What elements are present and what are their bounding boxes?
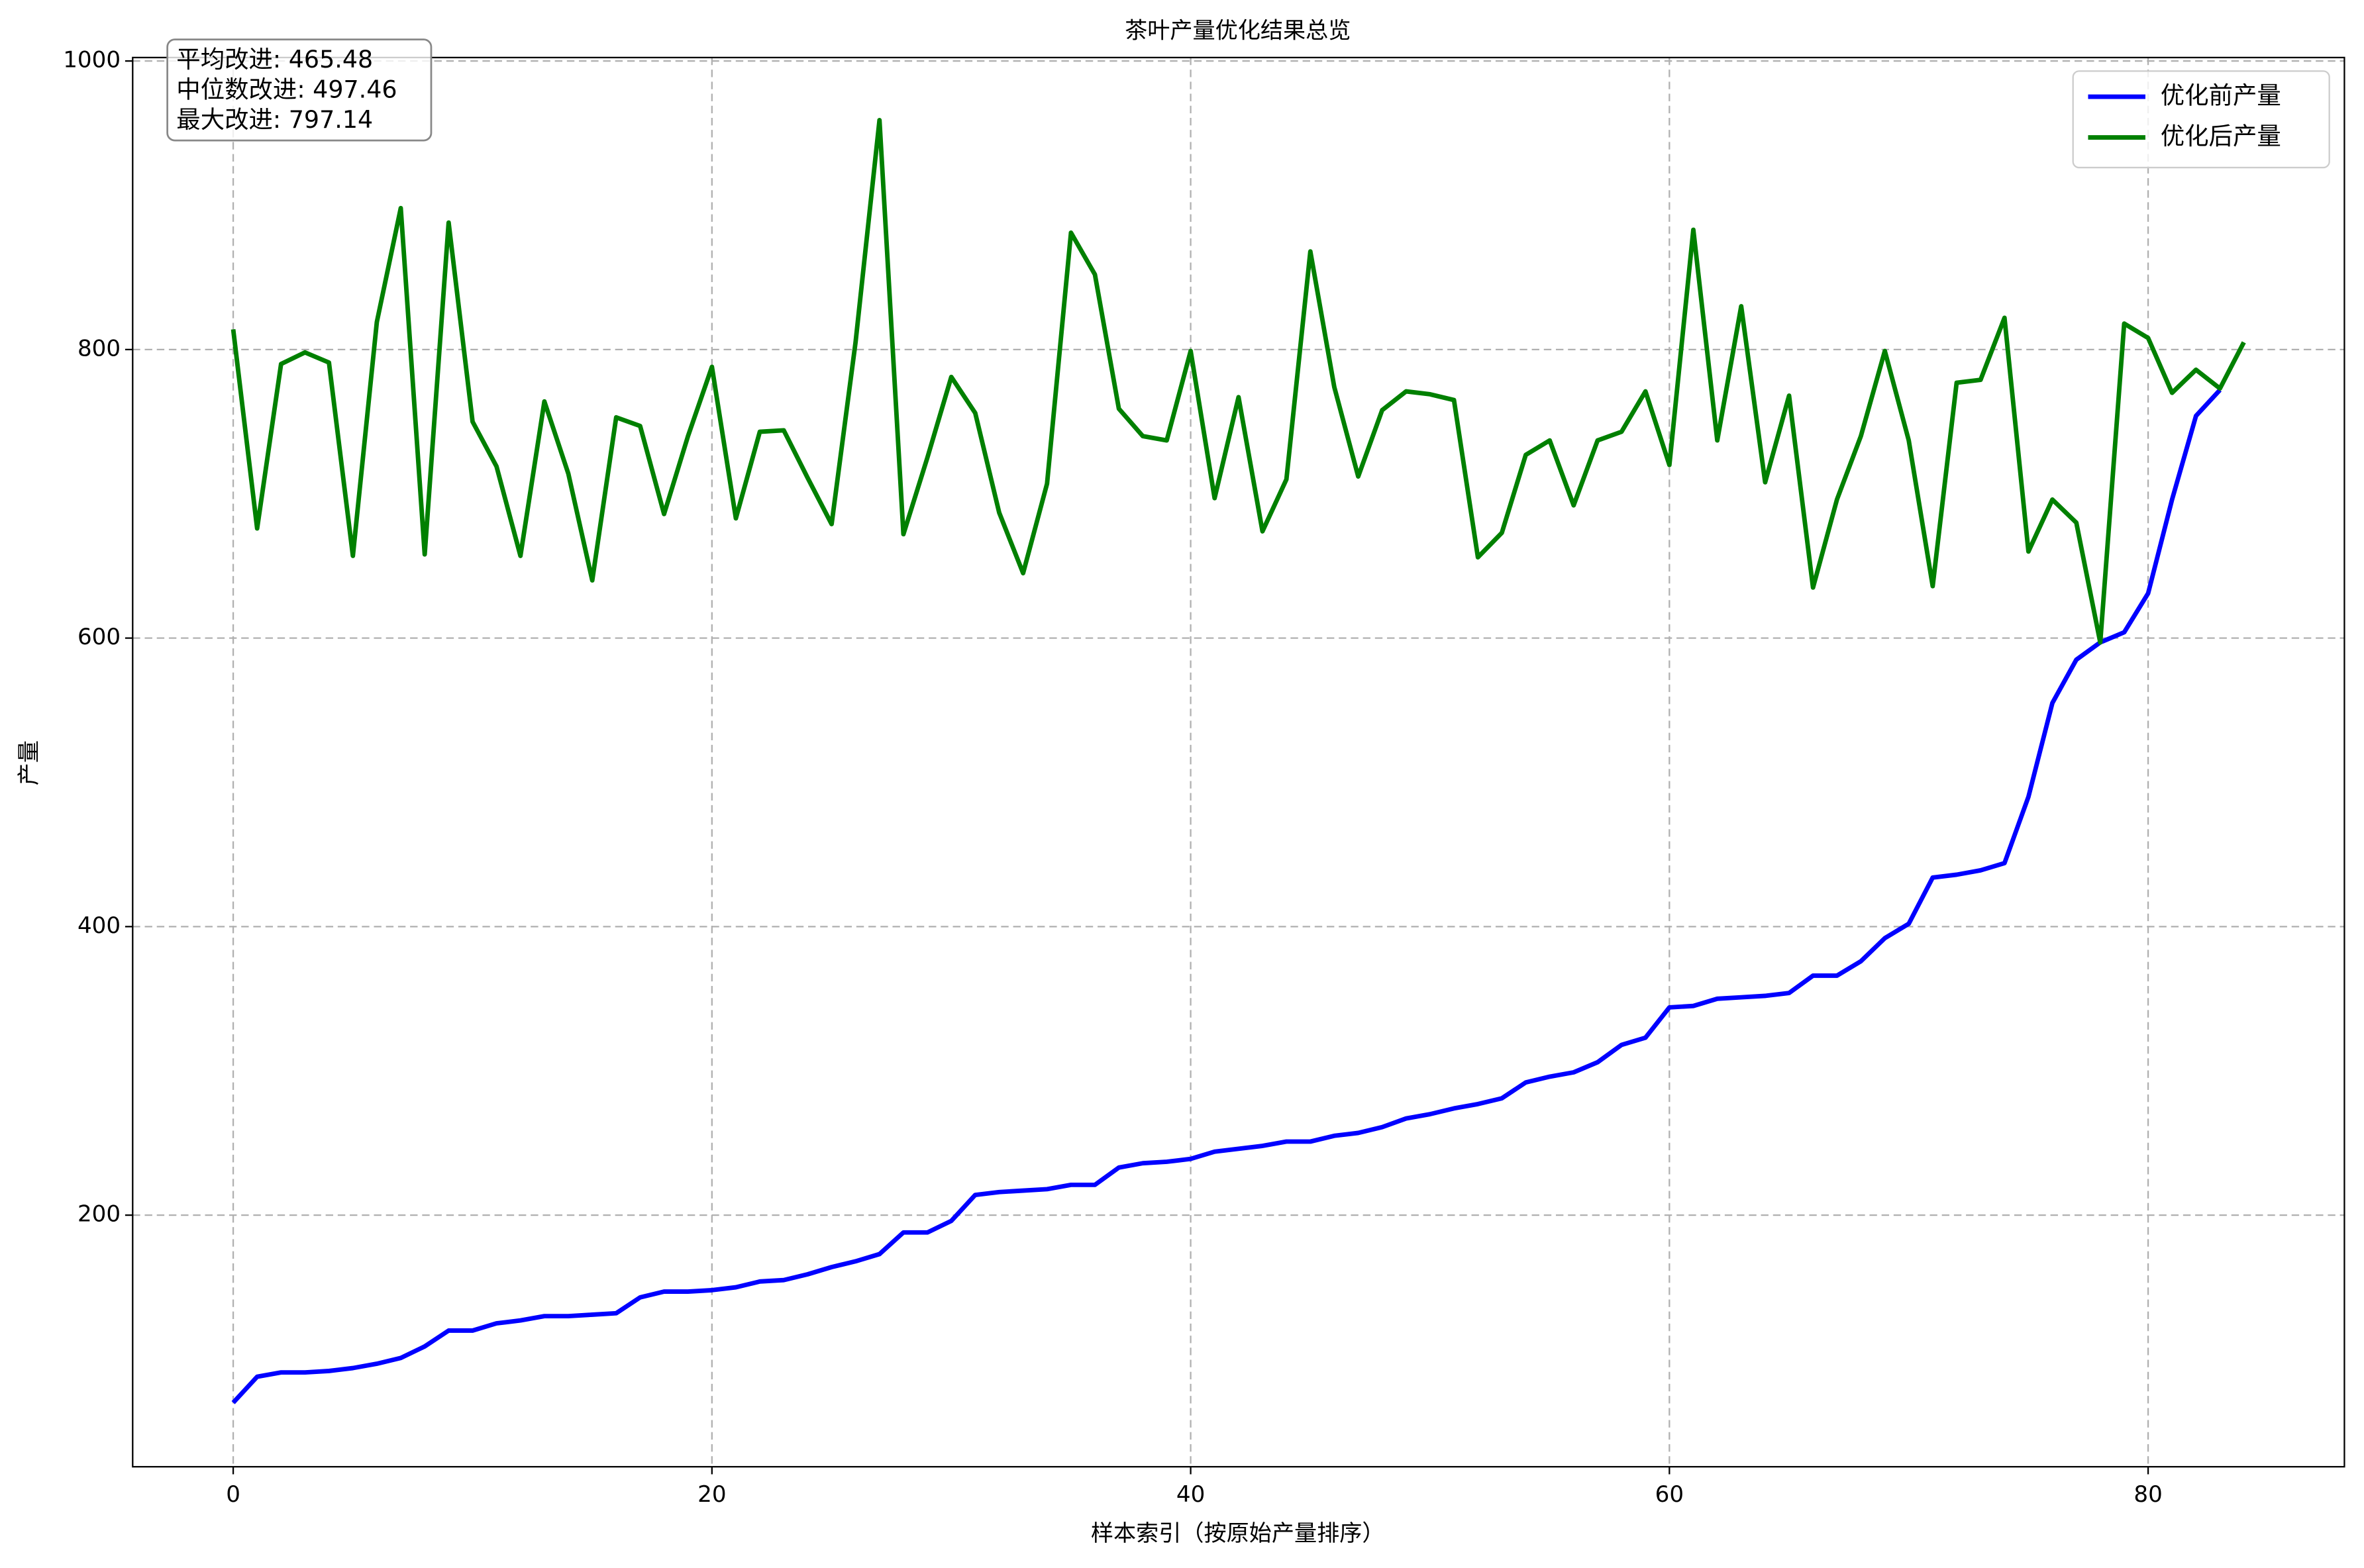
annotation-text: 平均改进: 465.48 (176, 45, 373, 74)
chart-title: 茶叶产量优化结果总览 (1125, 18, 1351, 44)
legend-label: 优化前产量 (2161, 81, 2281, 110)
x-tick-label: 0 (226, 1481, 240, 1508)
annotation-text: 中位数改进: 497.46 (176, 75, 397, 103)
y-axis-label: 产量 (16, 740, 42, 785)
y-tick-label: 200 (77, 1201, 121, 1228)
line-series (231, 388, 2222, 1404)
legend-label: 优化后产量 (2161, 122, 2281, 150)
x-tick-label: 80 (2133, 1481, 2162, 1508)
y-tick-label: 800 (77, 335, 121, 362)
annotation-text: 最大改进: 797.14 (176, 105, 373, 134)
x-tick-label: 60 (1655, 1481, 1684, 1508)
y-tick-label: 400 (77, 912, 121, 939)
y-tick-label: 600 (77, 624, 121, 650)
y-tick-label: 1000 (63, 47, 121, 74)
line-series (231, 118, 2246, 645)
annotation-box (166, 38, 433, 142)
x-tick-label: 20 (697, 1481, 726, 1508)
x-axis-label: 样本索引（按原始产量排序） (1091, 1520, 1385, 1547)
plot-frame (132, 56, 2345, 1468)
x-tick-label: 40 (1176, 1481, 1205, 1508)
